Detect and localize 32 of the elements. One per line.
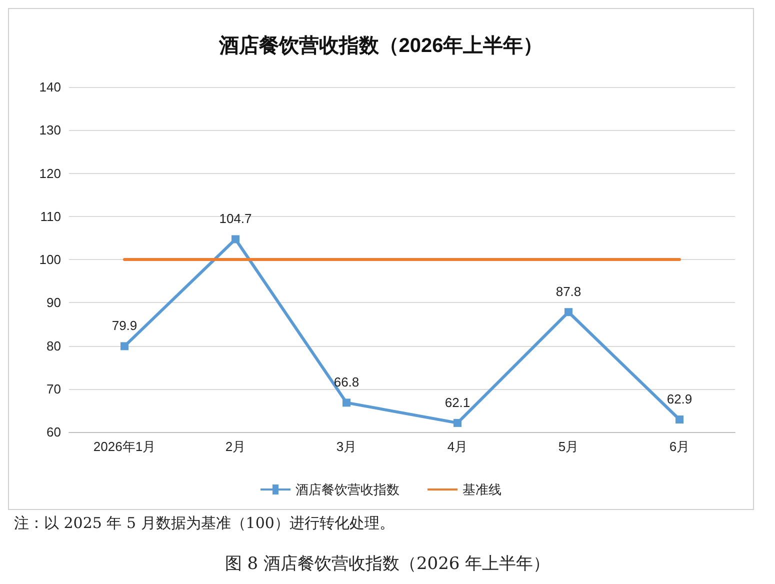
x-tick-label: 6月 (669, 439, 690, 454)
y-tick-label: 120 (39, 166, 61, 181)
data-label: 104.7 (219, 211, 252, 226)
y-tick-label: 110 (40, 208, 61, 224)
x-tick-label: 3月 (336, 439, 357, 454)
data-label: 62.1 (444, 394, 470, 410)
y-tick-label: 130 (39, 122, 61, 138)
chart-title: 酒店餐饮营收指数（2026年上半年） (218, 34, 544, 57)
y-tick-label: 140 (39, 80, 61, 94)
y-tick-label: 100 (39, 252, 61, 267)
point (564, 308, 572, 316)
point (120, 342, 128, 350)
x-tick-label: 5月 (558, 439, 579, 454)
y-tick-label: 60 (46, 424, 61, 440)
y-tick-label: 70 (46, 381, 61, 396)
point (232, 235, 240, 244)
point (676, 415, 684, 424)
x-tick-label: 4月 (447, 439, 468, 454)
data-label: 79.9 (112, 318, 138, 334)
caption: 图 8 酒店餐饮营收指数（2026 年上半年） (224, 553, 552, 575)
data-label: 66.8 (334, 374, 360, 390)
data-label: 87.8 (556, 284, 582, 300)
x-tick-label: 2月 (225, 439, 246, 454)
y-tick-label: 90 (46, 295, 61, 310)
x-tick-label: 2026年1月 (93, 439, 156, 454)
legend-label: 酒店餐饮营收指数 (296, 482, 400, 497)
point (342, 398, 350, 407)
point (454, 418, 462, 427)
y-tick-label: 80 (46, 338, 61, 354)
data-label: 62.9 (666, 391, 692, 406)
text: 注：以 2025 年 5 月数据为基准（100）进行转化处理。 (14, 514, 394, 533)
legend-label: 基准线 (462, 482, 502, 497)
